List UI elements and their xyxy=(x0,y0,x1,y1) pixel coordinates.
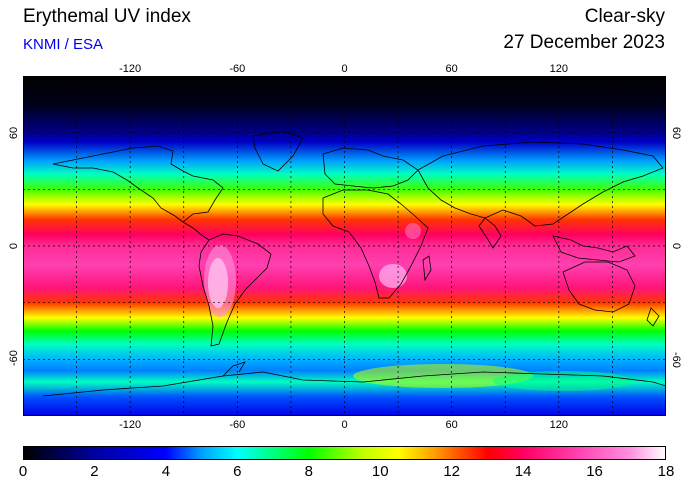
southern-africa-hotspot xyxy=(379,264,407,288)
lon-tick-top: 60 xyxy=(445,63,458,75)
andes-hotspot-glow xyxy=(204,245,236,317)
greenland-coast xyxy=(252,130,304,172)
colorbar xyxy=(23,446,666,460)
colorbar-label: 2 xyxy=(90,463,99,480)
lon-tick-bottom: -120 xyxy=(119,419,142,431)
colorbar-label: 12 xyxy=(443,463,460,480)
lon-tick-top: -60 xyxy=(229,63,246,75)
colorbar-label: 0 xyxy=(18,463,28,480)
map-frame xyxy=(23,76,666,416)
colorbar-label: 6 xyxy=(233,463,242,480)
south-america-coast xyxy=(198,233,272,347)
map-title: Erythemal UV index xyxy=(23,6,191,27)
colorbar-label: 14 xyxy=(514,463,532,480)
product-label: Clear-sky xyxy=(584,6,665,27)
lon-tick-top: -120 xyxy=(119,63,142,75)
lat-tick-right: 60 xyxy=(670,126,682,139)
credit-label: KNMI / ESA xyxy=(23,36,104,53)
antarctica-coast xyxy=(42,371,666,397)
lon-tick-bottom: 60 xyxy=(445,419,458,431)
coastlines xyxy=(42,130,666,397)
uv-index-map xyxy=(23,76,666,416)
lat-tick-right: -60 xyxy=(670,352,682,369)
colorbar-label: 16 xyxy=(586,463,603,480)
colorbar-label: 8 xyxy=(304,463,313,480)
colorbar-frame xyxy=(23,446,666,460)
europe-coast xyxy=(322,147,419,189)
lat-tick-right: 0 xyxy=(670,242,682,250)
lon-tick-top: 120 xyxy=(549,63,568,75)
australia-coast xyxy=(562,261,636,313)
colorbar-gradient xyxy=(23,446,666,460)
maritime-se-asia-coast xyxy=(552,235,636,263)
uv-hotspots xyxy=(204,223,633,391)
lon-tick-top: 0 xyxy=(341,63,348,75)
antarctic-plateau-field-2 xyxy=(493,371,633,391)
asia-coast xyxy=(417,141,664,227)
gridlines xyxy=(23,76,666,416)
lon-tick-bottom: 0 xyxy=(341,419,348,431)
north-america-coast xyxy=(52,145,224,223)
lat-tick-left: -60 xyxy=(8,350,20,367)
colorbar-label: 18 xyxy=(657,463,675,480)
antarctic-peninsula-coast xyxy=(222,361,246,377)
east-africa-hotspot xyxy=(405,223,421,239)
date-label: 27 December 2023 xyxy=(503,32,665,53)
lon-tick-bottom: 120 xyxy=(549,419,568,431)
madagascar-coast xyxy=(422,255,432,282)
central-america-coast xyxy=(182,221,210,241)
colorbar-label: 10 xyxy=(371,463,389,480)
lat-tick-left: 0 xyxy=(8,242,20,250)
new-zealand-coast xyxy=(646,307,660,327)
lat-tick-left: 60 xyxy=(8,126,20,139)
india-coast xyxy=(478,217,502,249)
africa-coast xyxy=(322,189,429,299)
colorbar-label: 4 xyxy=(161,463,171,480)
lon-tick-bottom: -60 xyxy=(229,419,246,431)
